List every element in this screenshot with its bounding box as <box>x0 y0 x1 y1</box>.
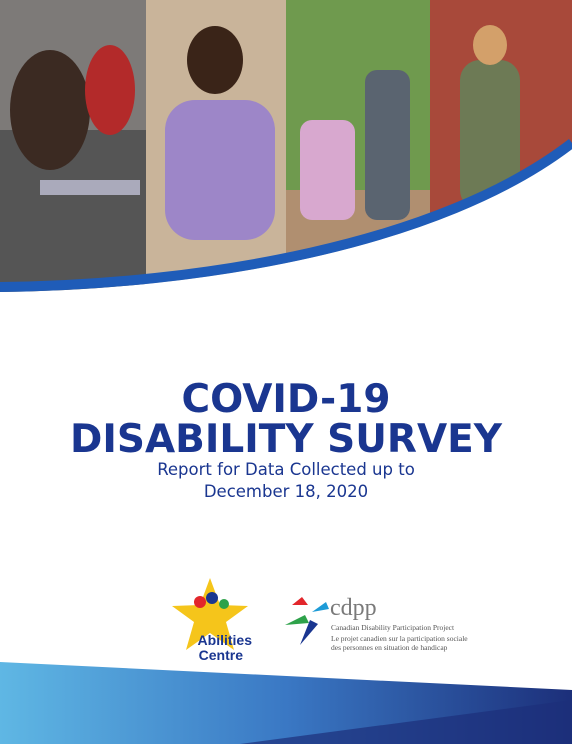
mark <box>312 602 329 612</box>
walker <box>40 180 140 195</box>
person <box>460 60 520 210</box>
figure <box>194 596 206 608</box>
person <box>10 50 90 170</box>
person <box>300 120 355 220</box>
figure <box>219 599 229 609</box>
subtitle: December 18, 2020 <box>204 482 368 501</box>
cdpp-name: Canadian Disability Participation Projec… <box>331 623 455 632</box>
mark <box>292 597 308 605</box>
logo-text: Centre <box>199 647 244 663</box>
person <box>85 45 135 135</box>
subtitle: Report for Data Collected up to <box>157 460 415 479</box>
cdpp-french: Le projet canadien sur la participation … <box>331 634 468 643</box>
star <box>172 578 248 650</box>
figure <box>206 592 218 604</box>
logo-text: Abilities <box>198 632 253 648</box>
title: COVID-19 <box>182 377 391 422</box>
wave <box>0 139 572 292</box>
cdpp-logo: cdpp Canadian Disability Participation P… <box>285 595 468 652</box>
person <box>165 100 275 240</box>
title: DISABILITY SURVEY <box>70 417 503 462</box>
person <box>473 25 507 65</box>
mark <box>300 620 318 645</box>
person <box>187 26 243 94</box>
cdpp-acronym: cdpp <box>330 595 377 621</box>
mark <box>285 615 309 625</box>
bottom-band-dark <box>240 700 572 744</box>
person <box>365 70 410 220</box>
white-area <box>0 148 572 744</box>
cdpp-french: des personnes en situation de handicap <box>331 643 448 652</box>
abilities-logo: Abilities Centre <box>172 578 252 663</box>
